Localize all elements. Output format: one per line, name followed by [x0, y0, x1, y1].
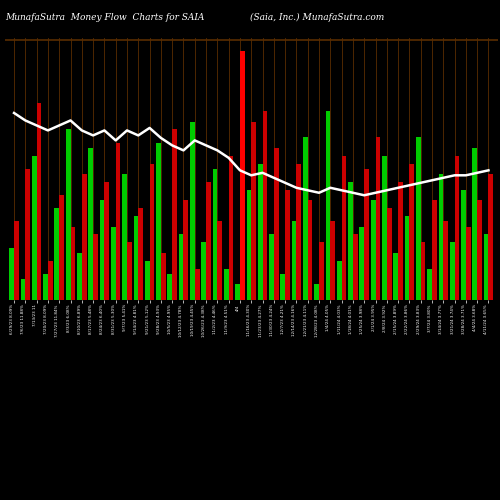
Bar [314, 284, 319, 300]
Bar [26, 169, 30, 300]
Bar [122, 174, 127, 300]
Bar [156, 142, 161, 300]
Bar [202, 242, 206, 300]
Bar [292, 221, 296, 300]
Bar [14, 221, 19, 300]
Bar [450, 242, 454, 300]
Bar [77, 253, 82, 300]
Bar [342, 156, 346, 300]
Bar [484, 234, 488, 300]
Bar [190, 122, 195, 300]
Bar [438, 174, 444, 300]
Bar [36, 103, 42, 300]
Bar [224, 268, 228, 300]
Bar [461, 190, 466, 300]
Bar [212, 169, 218, 300]
Bar [127, 242, 132, 300]
Bar [168, 274, 172, 300]
Bar [348, 182, 353, 300]
Bar [59, 195, 64, 300]
Bar [145, 260, 150, 300]
Bar [262, 111, 268, 300]
Bar [178, 234, 184, 300]
Bar [420, 242, 426, 300]
Bar [10, 248, 14, 300]
Bar [326, 111, 330, 300]
Bar [394, 253, 398, 300]
Bar [274, 148, 278, 300]
Bar [258, 164, 262, 300]
Bar [330, 221, 335, 300]
Bar [228, 156, 234, 300]
Bar [134, 216, 138, 300]
Bar [444, 221, 448, 300]
Bar [454, 156, 460, 300]
Bar [195, 268, 200, 300]
Bar [398, 182, 403, 300]
Bar [382, 156, 387, 300]
Bar [319, 242, 324, 300]
Bar [88, 148, 93, 300]
Bar [138, 208, 143, 300]
Bar [82, 174, 86, 300]
Bar [104, 182, 109, 300]
Bar [206, 182, 211, 300]
Bar [280, 274, 285, 300]
Bar [66, 130, 70, 300]
Bar [285, 190, 290, 300]
Bar [70, 226, 76, 300]
Bar [184, 200, 188, 300]
Bar [360, 226, 364, 300]
Bar [371, 200, 376, 300]
Bar [20, 279, 25, 300]
Text: (Saia, Inc.) MunafaSutra.com: (Saia, Inc.) MunafaSutra.com [250, 12, 384, 22]
Bar [296, 164, 301, 300]
Bar [308, 200, 312, 300]
Bar [466, 226, 470, 300]
Bar [172, 130, 177, 300]
Bar [111, 226, 116, 300]
Bar [161, 253, 166, 300]
Bar [246, 190, 252, 300]
Bar [337, 260, 342, 300]
Bar [240, 50, 244, 300]
Bar [32, 156, 36, 300]
Bar [404, 216, 409, 300]
Bar [488, 174, 493, 300]
Bar [100, 200, 104, 300]
Bar [218, 221, 222, 300]
Bar [93, 234, 98, 300]
Bar [472, 148, 477, 300]
Bar [432, 200, 436, 300]
Text: MunafaSutra  Money Flow  Charts for SAIA: MunafaSutra Money Flow Charts for SAIA [5, 12, 204, 22]
Bar [43, 274, 48, 300]
Bar [376, 137, 380, 300]
Bar [387, 208, 392, 300]
Bar [269, 234, 274, 300]
Bar [303, 137, 308, 300]
Bar [48, 260, 52, 300]
Bar [252, 122, 256, 300]
Bar [353, 234, 358, 300]
Bar [235, 284, 240, 300]
Bar [416, 137, 420, 300]
Bar [427, 268, 432, 300]
Bar [364, 169, 369, 300]
Bar [477, 200, 482, 300]
Bar [54, 208, 59, 300]
Bar [410, 164, 414, 300]
Bar [150, 164, 154, 300]
Bar [116, 142, 120, 300]
